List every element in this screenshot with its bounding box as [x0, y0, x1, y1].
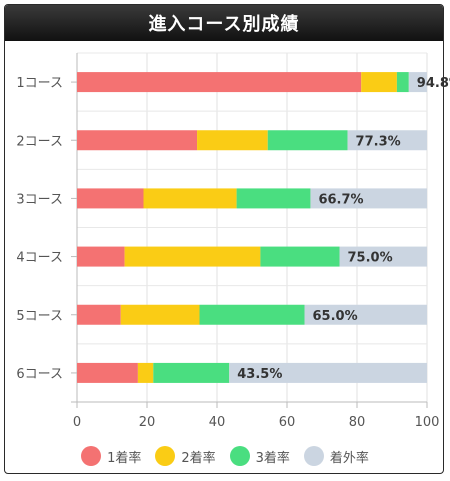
- category-label: 1コース: [16, 76, 63, 91]
- bar-segment: [339, 246, 427, 267]
- x-tick-label: 20: [139, 415, 156, 430]
- legend-label: 1着率: [107, 450, 142, 466]
- legend-label: 3着率: [255, 450, 290, 466]
- bar-segment: [229, 362, 427, 383]
- bar-segment: [120, 304, 200, 325]
- bar-segment: [77, 246, 125, 267]
- bar-segment: [396, 72, 409, 93]
- legend-item[interactable]: 2着率: [155, 446, 216, 466]
- bar-segment: [304, 304, 427, 325]
- category-label: 4コース: [16, 251, 63, 266]
- bar-segment: [267, 130, 348, 151]
- data-label: 43.5%: [237, 367, 282, 382]
- data-label: 77.3%: [356, 134, 401, 149]
- x-tick-label: 100: [415, 415, 440, 430]
- bar-segment: [77, 72, 362, 93]
- data-label: 65.0%: [313, 309, 358, 324]
- data-label: 94.8%: [417, 76, 450, 91]
- legend-item[interactable]: 着外率: [303, 446, 369, 466]
- bar-segment: [153, 362, 230, 383]
- category-label: 3コース: [16, 192, 63, 207]
- legend-item[interactable]: 3着率: [229, 446, 290, 466]
- bar-segment: [77, 188, 144, 209]
- x-tick-label: 80: [349, 415, 366, 430]
- bar-segment: [347, 130, 427, 151]
- legend-swatch: [303, 446, 324, 466]
- legend-swatch: [81, 446, 102, 466]
- bar-segment: [77, 130, 198, 151]
- x-tick-label: 0: [73, 415, 81, 430]
- legend-label: 着外率: [329, 450, 369, 466]
- x-tick-label: 60: [279, 415, 296, 430]
- legend-item[interactable]: 1着率: [81, 446, 141, 466]
- x-tick-label: 40: [209, 415, 226, 430]
- data-label: 75.0%: [348, 251, 393, 266]
- legend-swatch: [155, 446, 176, 466]
- category-label: 6コース: [16, 367, 63, 382]
- category-label: 2コース: [16, 134, 63, 149]
- chart-title: 進入コース別成績: [5, 5, 443, 41]
- bar-segment: [310, 188, 427, 209]
- bar-segment: [197, 130, 268, 151]
- bar-segment: [408, 72, 427, 93]
- data-label: 66.7%: [318, 192, 363, 207]
- bar-segment: [137, 362, 154, 383]
- bar-segment: [77, 362, 138, 383]
- bar-segment: [199, 304, 305, 325]
- bar-segment: [236, 188, 311, 209]
- legend-swatch: [229, 446, 250, 466]
- bar-segment: [361, 72, 397, 93]
- bar-segment: [77, 304, 121, 325]
- bar-segment: [124, 246, 261, 267]
- bar-segment: [143, 188, 237, 209]
- legend-label: 2着率: [181, 450, 216, 466]
- bar-segment: [260, 246, 340, 267]
- chart-legend: 1着率 2着率 3着率 着外率: [0, 442, 450, 470]
- category-label: 5コース: [16, 309, 63, 324]
